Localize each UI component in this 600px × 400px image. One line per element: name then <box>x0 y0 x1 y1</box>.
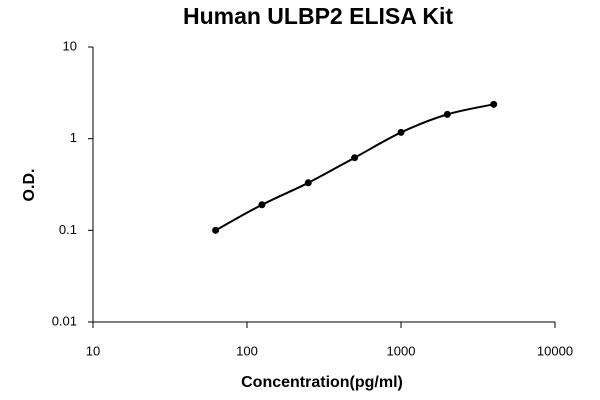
x-tick-label: 100 <box>236 343 258 358</box>
x-tick-label: 10000 <box>537 343 573 358</box>
data-point <box>304 179 312 187</box>
x-tick-label: 1000 <box>387 343 416 358</box>
chart-title: Human ULBP2 ELISA Kit <box>183 3 453 29</box>
y-tick-label: 1 <box>70 130 77 145</box>
data-point <box>351 154 359 162</box>
x-tick-label: 10 <box>86 343 100 358</box>
x-axis-label: Concentration(pg/ml) <box>241 374 403 391</box>
fit-curve <box>215 103 494 232</box>
y-axis-label: O.D. <box>21 169 38 202</box>
data-point <box>258 201 266 209</box>
data-point <box>490 100 498 108</box>
y-tick-label: 0.01 <box>52 313 77 328</box>
data-point <box>443 110 451 118</box>
y-tick-label: 10 <box>63 38 77 53</box>
y-tick-label: 0.1 <box>59 222 77 237</box>
data-point <box>212 226 220 234</box>
data-point <box>397 128 405 136</box>
